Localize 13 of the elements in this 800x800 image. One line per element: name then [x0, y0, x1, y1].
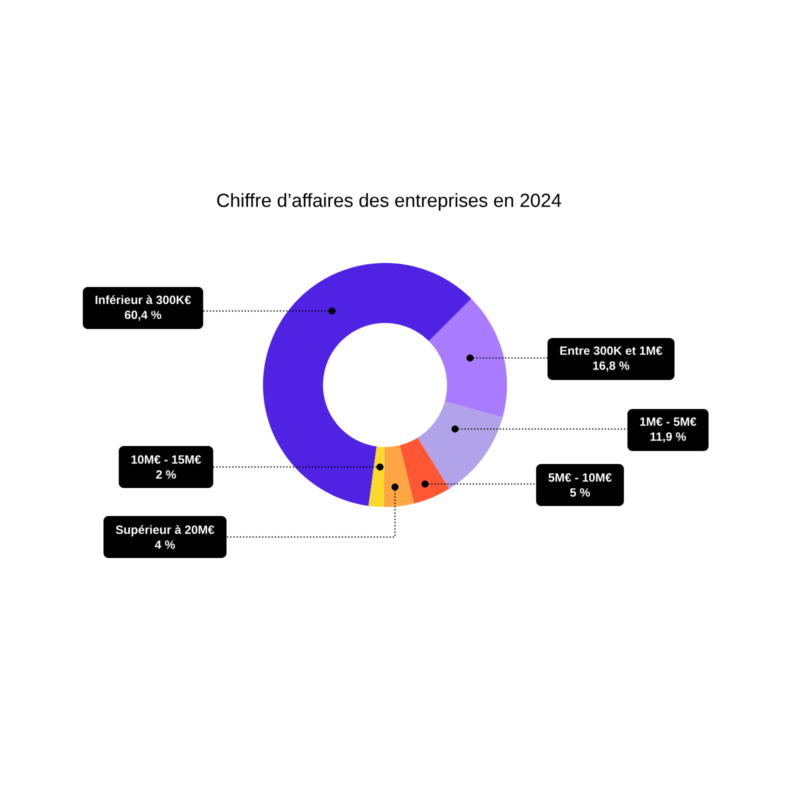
data-label: 16,8 % [593, 361, 630, 372]
data-label: 60,4 % [124, 310, 162, 321]
chart-title: Chiffre d’affaires des entreprises en 2024 [217, 193, 562, 211]
data-label: 5 % [570, 488, 590, 497]
slice-label: Supérieur à 20M€ [116, 525, 214, 536]
data-label: 11,9 % [650, 432, 686, 443]
slice-label: 10M€ - 15M€ [132, 455, 201, 464]
slice-label: Entre 300K et 1M€ [560, 346, 662, 355]
data-label: 4 % [154, 540, 175, 549]
slice-label: 5M€ - 10M€ [548, 473, 612, 482]
data-label: 2 % [156, 470, 176, 479]
slice-label: 1M€ - 5M€ [640, 417, 696, 426]
slice-label: Inférieur à 300K€ [96, 295, 191, 304]
